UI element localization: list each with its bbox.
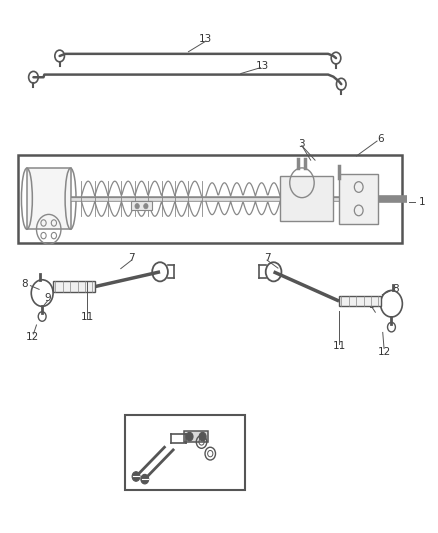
- Text: 12: 12: [378, 346, 392, 357]
- Text: 8: 8: [21, 279, 28, 289]
- Bar: [339, 296, 381, 306]
- Text: 1: 1: [419, 197, 425, 207]
- Bar: [125, 415, 245, 490]
- Text: 6: 6: [377, 134, 384, 144]
- Text: 9: 9: [45, 293, 51, 303]
- Bar: [18, 155, 403, 243]
- Bar: [339, 174, 378, 224]
- Text: 13: 13: [256, 61, 269, 70]
- Bar: [27, 168, 71, 229]
- Circle shape: [144, 204, 148, 209]
- Text: 2: 2: [232, 477, 239, 487]
- Circle shape: [141, 474, 149, 484]
- Text: 8: 8: [392, 285, 399, 294]
- Text: 7: 7: [264, 253, 270, 263]
- Text: 11: 11: [332, 341, 346, 351]
- Text: 13: 13: [199, 34, 212, 44]
- Bar: [53, 281, 95, 292]
- Text: 7: 7: [128, 253, 135, 263]
- Text: 3: 3: [299, 139, 305, 149]
- Circle shape: [132, 472, 140, 481]
- Text: 11: 11: [81, 312, 94, 322]
- Text: 12: 12: [25, 332, 39, 342]
- Bar: [280, 176, 332, 221]
- Bar: [131, 201, 152, 211]
- Bar: [184, 431, 208, 442]
- Circle shape: [199, 432, 206, 441]
- Circle shape: [135, 204, 139, 209]
- Text: 9: 9: [368, 300, 375, 310]
- Circle shape: [186, 432, 193, 441]
